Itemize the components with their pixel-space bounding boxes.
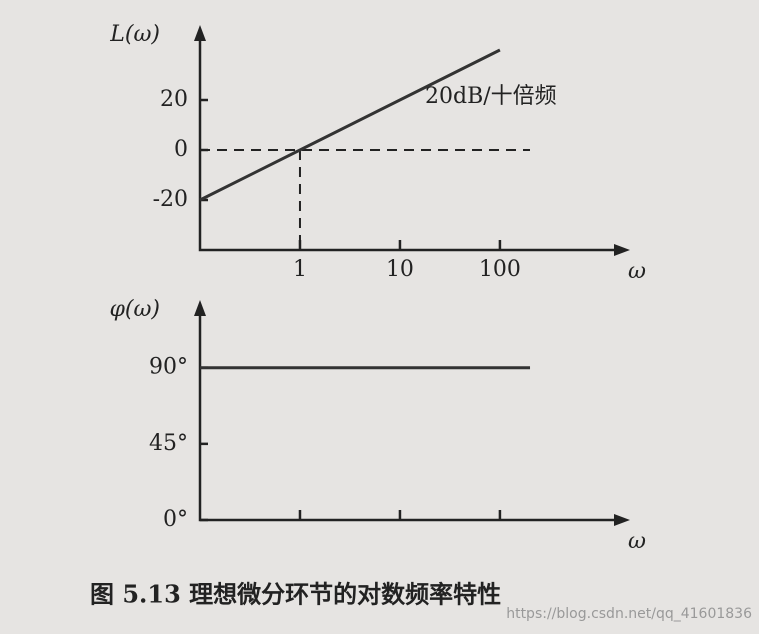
y-tick-label: 20: [160, 87, 188, 112]
arrow: [614, 244, 630, 256]
x-tick-label: 100: [479, 257, 521, 282]
x-tick-label: 1: [293, 257, 307, 282]
watermark: https://blog.csdn.net/qq_41601836: [506, 606, 752, 622]
y-tick-label: 45°: [149, 431, 188, 456]
axes: [198, 312, 618, 522]
arrow: [194, 300, 206, 316]
arrow: [194, 25, 206, 41]
y-tick-label: 0: [174, 137, 188, 162]
y-tick-label: 0°: [163, 507, 188, 532]
annotation: 20dB/十倍频: [425, 84, 557, 109]
y-tick-label: 90°: [149, 355, 188, 380]
x-axis-label: ω: [628, 529, 646, 554]
y-tick-label: -20: [153, 187, 188, 212]
axes: [198, 37, 618, 252]
caption: 图 5.13 理想微分环节的对数频率特性: [90, 580, 501, 609]
y-axis-label: φ(ω): [109, 297, 160, 322]
y-axis-label: L(ω): [109, 22, 160, 47]
x-axis-label: ω: [628, 259, 646, 284]
arrow: [614, 514, 630, 526]
line: [199, 48, 501, 202]
x-tick-label: 10: [386, 257, 414, 282]
